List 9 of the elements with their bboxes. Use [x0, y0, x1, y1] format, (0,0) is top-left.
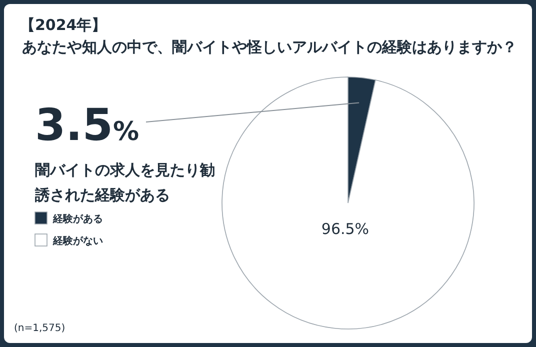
pie-slice: [222, 76, 474, 330]
data-label: 96.5%: [321, 220, 370, 238]
chart-title: 【2024年】: [20, 16, 107, 34]
text: 闇バイトの求人を見たり勧誘された経験がある: [34, 161, 215, 204]
legend-label: 経験がある: [52, 213, 103, 225]
data-label: 3.5%: [35, 100, 140, 151]
legend-label: 経験がない: [52, 235, 103, 247]
text: (n=1,575): [14, 323, 66, 334]
chart-subtitle: あなたや知人の中で、闇バイトや怪しいアルバイトの経験はありますか？: [22, 38, 517, 56]
